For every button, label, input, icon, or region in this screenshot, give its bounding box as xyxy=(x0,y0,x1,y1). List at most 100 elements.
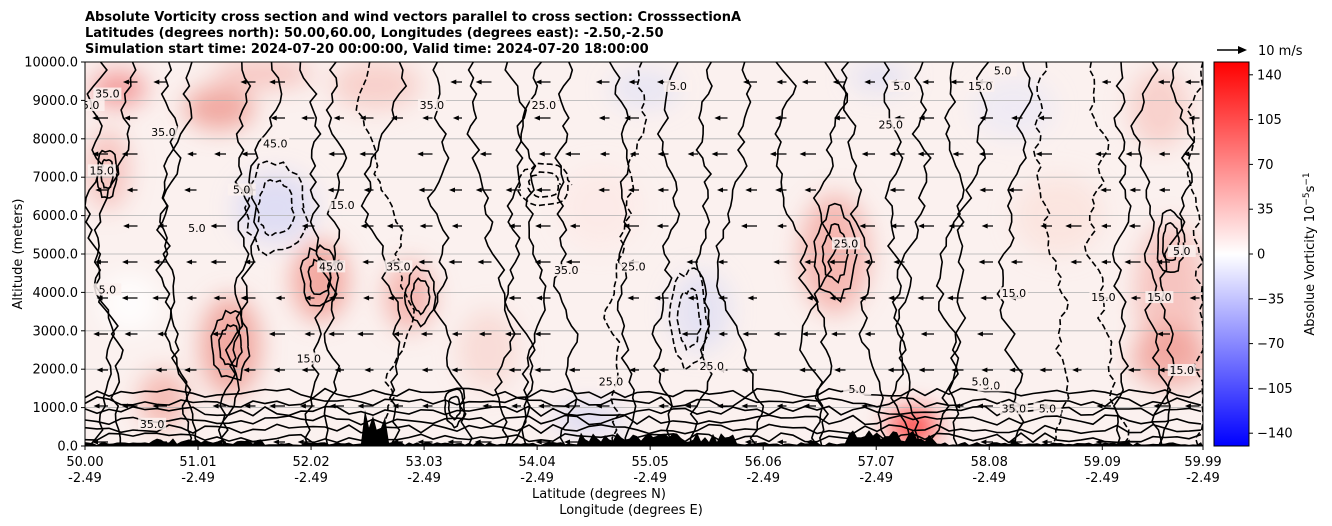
wind-vector xyxy=(475,79,492,85)
wind-vector xyxy=(269,79,285,85)
contour-label-bg xyxy=(149,125,178,138)
wind-vector xyxy=(359,115,374,121)
contour-label: 25.0 xyxy=(621,260,646,273)
wind-vector xyxy=(449,187,462,193)
wind-vector xyxy=(714,115,728,121)
wind-vector xyxy=(1157,331,1170,337)
wind-vector xyxy=(535,223,551,229)
positive-contour xyxy=(426,62,473,446)
x-tick-label-lon: -2.49 xyxy=(520,471,554,486)
wind-vector xyxy=(301,367,315,373)
contour-label-bg xyxy=(887,79,916,92)
wind-vector xyxy=(804,187,816,193)
wind-vector xyxy=(187,151,197,157)
wind-vector xyxy=(747,295,757,301)
wind-vector xyxy=(213,295,226,301)
contour-label-bg xyxy=(261,137,290,150)
contour-label: 5.0 xyxy=(99,283,117,296)
positive-contour xyxy=(85,387,1202,399)
wind-vector xyxy=(894,115,905,121)
contour-labels: 35.05.035.015.045.035.0 25.05.0 5.0 15.05.0… xyxy=(85,64,1196,431)
positive-contour xyxy=(504,62,547,446)
colorbar-tick-label: 35 xyxy=(1257,203,1274,218)
x-tick-label-lat: 55.05 xyxy=(632,455,669,470)
positive-contour xyxy=(608,62,637,446)
wind-vector xyxy=(304,295,315,301)
contour-label: 15.0 xyxy=(1169,364,1194,377)
wind-vector xyxy=(126,187,138,193)
contour-label: 5.0 xyxy=(1173,245,1191,258)
wind-vector xyxy=(568,367,580,373)
wind-vector xyxy=(711,151,728,157)
wind-vector xyxy=(1011,115,1023,121)
x-tick-label-lon: -2.49 xyxy=(1186,471,1220,486)
wind-vector xyxy=(951,367,964,373)
wind-vector xyxy=(216,439,226,445)
contour-label-bg xyxy=(85,99,105,112)
wind-vector xyxy=(359,151,374,157)
wind-vector xyxy=(477,259,492,265)
wind-vector xyxy=(717,259,728,265)
wind-vector xyxy=(687,295,698,301)
x-tick-label-lat: 57.07 xyxy=(858,455,895,470)
positive-contour xyxy=(85,62,124,446)
contour-label-bg xyxy=(552,264,581,277)
y-tick-label: 8000.0 xyxy=(33,132,79,147)
wind-vector xyxy=(153,79,167,85)
plot-area: 35.05.035.015.045.035.0 25.05.0 5.0 15.05.0… xyxy=(85,62,1203,446)
wind-vector xyxy=(628,79,639,85)
wind-vector xyxy=(978,151,993,157)
contour-label-bg xyxy=(1167,364,1196,377)
wind-vector xyxy=(244,403,256,409)
wind-vector xyxy=(357,403,374,409)
x-tick-label-lat: 58.08 xyxy=(971,455,1008,470)
wind-vector xyxy=(888,295,905,301)
wind-vector xyxy=(978,259,993,265)
wind-vector xyxy=(918,115,934,121)
wind-vector xyxy=(1158,367,1170,373)
wind-vector xyxy=(533,115,551,121)
y-axis: 0.0 1000.0 2000.0 3000.0 4000.0 5000.0 6000.0 7… xyxy=(24,56,85,455)
positive-contour xyxy=(689,62,713,446)
vorticity-region xyxy=(973,78,1054,139)
contour-label-bg xyxy=(999,402,1028,415)
wind-vector xyxy=(595,79,610,85)
vorticity-region xyxy=(1129,68,1190,149)
y-tick-label: 10000.0 xyxy=(24,56,78,71)
wind-vector xyxy=(153,259,167,265)
wind-vector xyxy=(801,331,816,337)
wind-vector xyxy=(976,331,993,337)
wind-vector xyxy=(952,151,964,157)
wind-vector xyxy=(1183,151,1200,157)
chart-title: Absolute Vorticity cross section and win… xyxy=(85,10,741,57)
positive-contour xyxy=(210,309,251,382)
wind-vector xyxy=(718,295,728,301)
wind-vector xyxy=(186,295,197,301)
contour-label: 35.0 xyxy=(95,88,120,101)
contour-label: 15.0 xyxy=(1091,291,1116,304)
wind-vector xyxy=(505,187,521,193)
wind-vector xyxy=(419,223,433,229)
wind-vector xyxy=(1041,439,1052,445)
wind-vector xyxy=(890,223,905,229)
wind-vector xyxy=(980,439,993,445)
positive-contour xyxy=(447,395,462,421)
wind-vector xyxy=(623,223,639,229)
wind-vector xyxy=(1129,187,1141,193)
title-line-3: Simulation start time: 2024-07-20 00:00:… xyxy=(85,42,649,57)
positive-contour xyxy=(774,62,833,446)
wind-vector xyxy=(420,331,433,337)
wind-vector xyxy=(741,367,757,373)
wind-vector xyxy=(804,259,816,265)
contour-label: 35.0 xyxy=(1002,402,1027,415)
wind-vector xyxy=(392,403,403,409)
wind-vector xyxy=(93,403,108,409)
y-tick-label: 5000.0 xyxy=(33,248,79,263)
wind-vector xyxy=(1096,403,1111,409)
wind-vector xyxy=(270,115,285,121)
contour-label: 25.0 xyxy=(879,118,904,131)
wind-vector xyxy=(478,331,492,337)
contour-label-bg xyxy=(966,79,995,92)
wind-vector xyxy=(627,295,639,301)
positive-contour xyxy=(494,62,543,446)
